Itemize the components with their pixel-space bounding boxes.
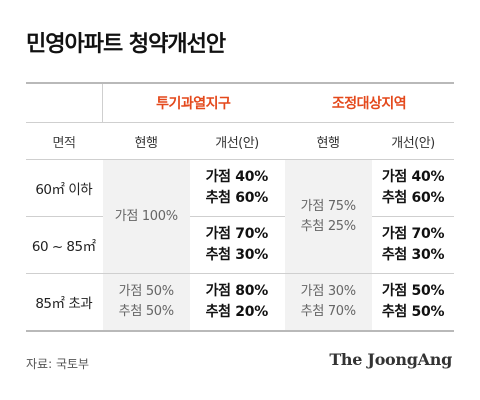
- source-note: 자료: 국토부: [26, 357, 90, 371]
- cell-line: 가점 40%: [205, 169, 269, 185]
- cell-line: 추첨 60%: [381, 190, 445, 206]
- brand-logo: The JoongAng: [329, 350, 452, 369]
- cell-line: 가점 50%: [381, 283, 445, 299]
- chart-title: 민영아파트 청약개선안: [26, 32, 226, 57]
- cell-line: 추첨 70%: [300, 304, 356, 319]
- g2-current-small-cell: 가점 75% 추첨 25%: [283, 159, 372, 274]
- row-label: 60㎡ 이하: [26, 159, 102, 217]
- g1-current-large-cell: 가점 50% 추첨 50%: [101, 273, 190, 332]
- cell-line: 가점 100%: [114, 208, 178, 224]
- cell-line: 추첨 50%: [118, 304, 174, 319]
- column-header-g1-proposed: 개선(안): [190, 122, 284, 160]
- g2-current-large-cell: 가점 30% 추첨 70%: [283, 273, 372, 332]
- cell-line: 가점 70%: [205, 226, 269, 242]
- g1-current-small-cell: 가점 100%: [101, 159, 190, 274]
- cell-line: 가점 30%: [300, 284, 356, 299]
- group-header-adjustment-zone: 조정대상지역: [284, 82, 454, 123]
- row-label: 60 ~ 85㎡: [26, 216, 102, 274]
- g2-proposed-cell: 가점 40% 추첨 60%: [372, 159, 454, 217]
- cell-line: 가점 75%: [300, 198, 356, 214]
- column-header-g1-current: 현행: [102, 122, 190, 160]
- g2-proposed-cell: 가점 50% 추첨 50%: [372, 273, 454, 332]
- g2-proposed-cell: 가점 70% 추첨 30%: [372, 216, 454, 274]
- cell-line: 가점 80%: [205, 283, 269, 299]
- cell-line: 추첨 60%: [205, 190, 269, 206]
- cell-line: 추첨 25%: [300, 218, 356, 234]
- cell-line: 추첨 30%: [381, 247, 445, 263]
- g1-proposed-cell: 가점 80% 추첨 20%: [190, 273, 284, 332]
- column-header-g2-proposed: 개선(안): [372, 122, 454, 160]
- group-header-speculation-zone: 투기과열지구: [101, 82, 284, 123]
- cell-line: 가점 70%: [381, 226, 445, 242]
- cell-line: 가점 40%: [381, 169, 445, 185]
- comparison-table: 투기과열지구 조정대상지역 면적 현행 개선(안) 현행 개선(안) 60㎡ 이…: [26, 82, 454, 332]
- g1-proposed-cell: 가점 70% 추첨 30%: [190, 216, 284, 274]
- cell-line: 가점 50%: [118, 284, 174, 299]
- g1-proposed-cell: 가점 40% 추첨 60%: [190, 159, 284, 217]
- row-label: 85㎡ 초과: [26, 273, 102, 332]
- cell-line: 추첨 20%: [205, 304, 269, 320]
- cell-line: 추첨 30%: [205, 247, 269, 263]
- column-header-area: 면적: [26, 122, 102, 160]
- corner-cell: [26, 82, 102, 123]
- cell-line: 추첨 50%: [381, 304, 445, 320]
- column-header-g2-current: 현행: [284, 122, 372, 160]
